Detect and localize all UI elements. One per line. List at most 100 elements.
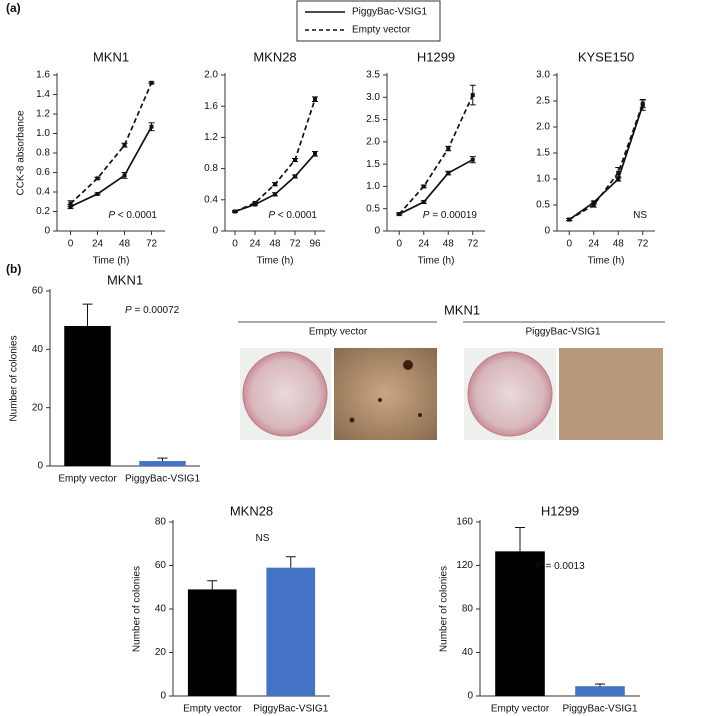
- y-tick-label: 1.0: [366, 181, 380, 192]
- x-tick-label: 96: [309, 239, 321, 250]
- y-tick-label: 0: [374, 226, 380, 237]
- y-tick-label: 20: [32, 402, 44, 413]
- chart-title: MKN1: [93, 49, 129, 64]
- y-tick-label: 1.0: [36, 128, 50, 139]
- y-tick-label: 2.5: [366, 114, 380, 125]
- y-tick-label: 120: [456, 560, 473, 571]
- y-tick-label: 0.4: [36, 187, 50, 198]
- x-tick-label: 48: [443, 239, 455, 250]
- y-tick-label: 0.4: [204, 194, 218, 205]
- dish: [467, 351, 553, 437]
- annotation: NS: [633, 210, 647, 221]
- x-tick-label: 72: [467, 239, 479, 250]
- annotation-italic: P: [268, 210, 275, 221]
- x-tick-label: 24: [249, 239, 261, 250]
- y-tick-label: 40: [32, 344, 44, 355]
- colony: [418, 413, 422, 417]
- y-tick-label: 1.2: [204, 132, 218, 143]
- annotation-text: = 0.0013: [543, 561, 585, 572]
- y-tick-label: 3.5: [366, 70, 380, 81]
- chart-title: KYSE150: [578, 49, 634, 64]
- x-tick-label: 72: [289, 239, 301, 250]
- point: [591, 203, 596, 207]
- point: [470, 157, 475, 162]
- annotation-text: < 0.0001: [275, 210, 317, 221]
- photo: [559, 348, 663, 440]
- error-bar: [595, 683, 605, 687]
- x-tick-label: 0: [396, 239, 402, 250]
- point: [616, 177, 621, 181]
- y-axis-label: CCK-8 absorbance: [16, 110, 27, 195]
- chart-title: MKN1: [107, 272, 143, 287]
- dish: [242, 351, 328, 437]
- colony: [349, 417, 355, 423]
- bar: [187, 589, 237, 696]
- y-tick-label: 40: [462, 647, 474, 658]
- point: [273, 182, 277, 187]
- y-tick-label: 3.0: [536, 70, 550, 81]
- error-bar: [285, 556, 296, 568]
- bar: [139, 461, 186, 466]
- y-tick-label: 0: [544, 226, 550, 237]
- y-axis-label: Number of colonies: [9, 335, 20, 421]
- x-tick-label: 24: [92, 239, 104, 250]
- y-tick-label: 80: [155, 517, 167, 528]
- series-line: [70, 126, 153, 208]
- point: [149, 80, 154, 85]
- y-tick-label: 1.2: [36, 109, 50, 120]
- annotation-italic: P: [536, 561, 543, 572]
- panel-label: (b): [6, 262, 21, 276]
- point: [567, 217, 572, 222]
- photo: [334, 348, 437, 440]
- bar: [575, 686, 625, 696]
- annotation-text: = 0.00072: [132, 305, 180, 316]
- y-tick-label: 2.0: [536, 122, 550, 133]
- y-axis-label: Number of colonies: [439, 566, 450, 652]
- annotation-text: NS: [256, 533, 270, 544]
- y-tick-label: 0: [467, 691, 473, 702]
- x-tick-label: 48: [119, 239, 131, 250]
- y-tick-label: 0: [37, 461, 43, 472]
- point: [253, 200, 257, 205]
- point: [640, 101, 645, 106]
- y-tick-label: 1.4: [36, 89, 50, 100]
- point: [313, 151, 317, 156]
- y-tick-label: 160: [456, 517, 473, 528]
- x-tick-label: 72: [637, 239, 649, 250]
- annotation-italic: P: [423, 210, 430, 221]
- annotation-text: < 0.0001: [115, 210, 157, 221]
- x-tick-label: PiggyBac-VSIG1: [562, 704, 637, 715]
- point: [95, 191, 100, 196]
- series-line: [398, 158, 474, 215]
- y-tick-label: 1.5: [366, 159, 380, 170]
- x-tick-label: PiggyBac-VSIG1: [253, 704, 328, 715]
- y-tick-label: 60: [155, 560, 167, 571]
- point: [591, 200, 596, 205]
- x-axis-label: Time (h): [93, 256, 130, 267]
- annotation: NS: [256, 533, 270, 544]
- y-tick-label: 2.5: [536, 96, 550, 107]
- bar: [266, 567, 316, 696]
- y-tick-label: 20: [155, 647, 167, 658]
- point: [68, 201, 73, 206]
- y-tick-label: 0.5: [366, 203, 380, 214]
- annotation: P = 0.0013: [536, 561, 585, 572]
- y-tick-label: 3.0: [366, 92, 380, 103]
- y-tick-label: 1.6: [204, 101, 218, 112]
- legend-box: [296, 0, 441, 42]
- y-tick-label: 0: [212, 226, 218, 237]
- y-tick-label: 1.5: [536, 148, 550, 159]
- point: [293, 174, 297, 179]
- point: [446, 146, 451, 151]
- y-axis-label: Number of colonies: [132, 566, 143, 652]
- annotation: P < 0.0001: [268, 210, 317, 221]
- series-line: [568, 104, 644, 221]
- point: [616, 170, 621, 175]
- annotation-italic: P: [108, 210, 115, 221]
- y-tick-label: 1.0: [536, 174, 550, 185]
- x-tick-label: PiggyBac-VSIG1: [125, 474, 200, 485]
- chart-title: H1299: [541, 503, 579, 518]
- x-axis-label: Time (h): [257, 256, 294, 267]
- group-label: Empty vector: [309, 327, 368, 338]
